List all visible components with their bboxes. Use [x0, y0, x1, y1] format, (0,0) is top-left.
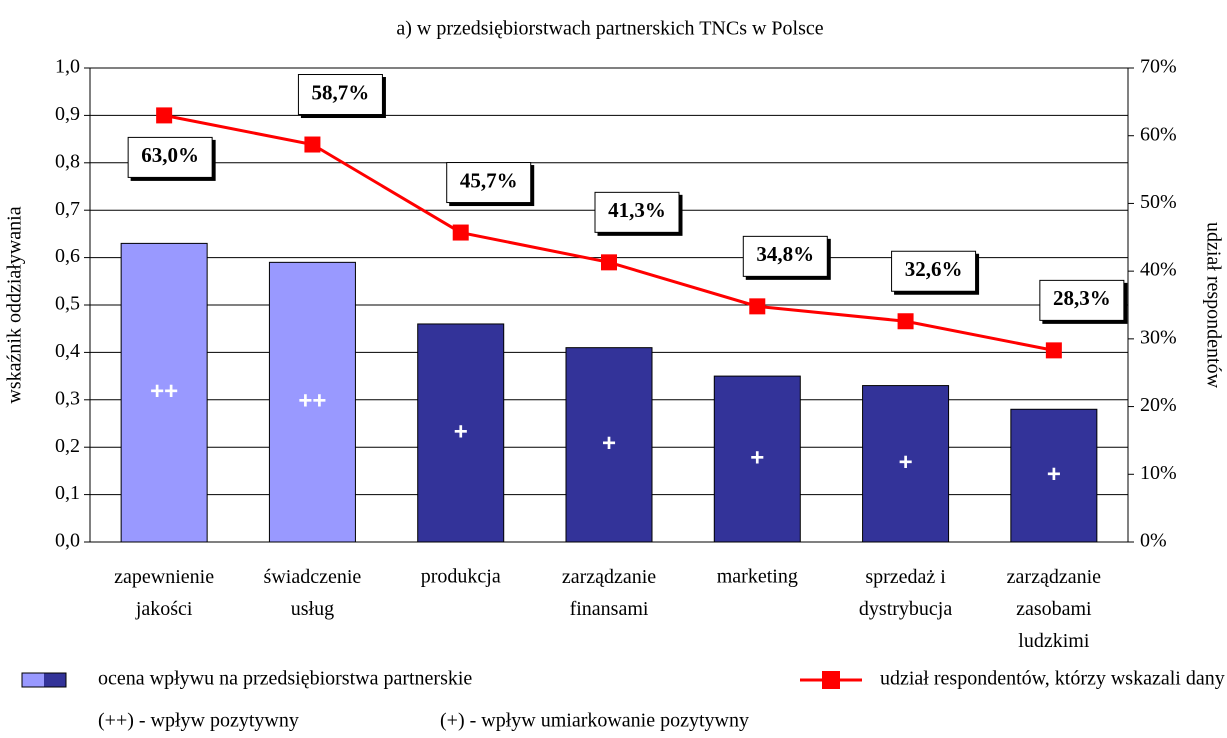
bar — [417, 323, 505, 543]
data-label: 45,7% — [460, 168, 518, 192]
data-label: 28,3% — [1053, 286, 1111, 310]
data-label-box — [127, 136, 213, 178]
y2-tick-label: 70% — [1140, 56, 1177, 78]
x-tick-label: sprzedaż i dystrybucja — [859, 566, 952, 620]
bar — [862, 385, 950, 543]
x-tick-label: marketing — [717, 566, 798, 588]
bar — [713, 375, 801, 543]
bar-label: + — [602, 430, 616, 457]
line-marker — [304, 136, 321, 153]
y2-tick-label: 30% — [1140, 326, 1177, 348]
y2-axis-label: udział respondentów — [1202, 222, 1224, 389]
line-marker — [1045, 342, 1062, 359]
legend-label: udział respondentów, którzy wskazali dan… — [880, 668, 1227, 690]
y2-tick-label: 20% — [1140, 394, 1177, 416]
bar-label: + — [1047, 461, 1061, 488]
y-tick-label: 0,5 — [55, 293, 80, 315]
x-tick-label: zarządzanie zasobami ludzkimi — [1007, 566, 1101, 652]
y-tick-label: 0,1 — [55, 482, 80, 504]
bar-label: + — [899, 449, 913, 476]
bar-label: ++ — [150, 378, 178, 405]
line-marker — [156, 107, 173, 124]
data-label: 63,0% — [141, 143, 199, 167]
bar-label: + — [750, 444, 764, 471]
bar — [565, 347, 653, 543]
data-label: 32,6% — [905, 257, 963, 281]
y-tick-label: 0,9 — [55, 103, 80, 125]
y2-tick-label: 60% — [1140, 123, 1177, 145]
data-label-box — [446, 162, 532, 204]
y-tick-label: 1,0 — [55, 56, 80, 78]
bar — [120, 242, 208, 543]
line-marker — [749, 298, 766, 315]
y2-tick-label: 40% — [1140, 259, 1177, 281]
bar — [1010, 408, 1098, 543]
y-tick-label: 0,4 — [55, 340, 80, 362]
line-marker — [897, 313, 914, 330]
bar-label: + — [454, 418, 468, 445]
data-label-box — [891, 250, 977, 292]
y-axis-label: wskaźnik oddziaływania — [4, 206, 26, 403]
legend-marker — [822, 671, 840, 689]
y2-tick-label: 0% — [1140, 530, 1167, 552]
x-tick-label: zapewnienie jakości — [114, 566, 214, 620]
y-tick-label: 0,8 — [55, 150, 80, 172]
x-tick-label: produkcja — [421, 566, 501, 588]
line-marker — [601, 254, 617, 271]
legend-swatch — [21, 672, 67, 688]
bar-label: ++ — [298, 388, 326, 415]
line-marker — [452, 224, 469, 241]
bar — [268, 261, 356, 543]
data-label: 58,7% — [312, 80, 370, 104]
data-label: 41,3% — [608, 198, 666, 222]
note: (+) - wpływ umiarkowanie pozytywny — [440, 710, 749, 732]
note: (++) - wpływ pozytywny — [98, 710, 299, 732]
data-label-box — [742, 235, 828, 277]
y-tick-label: 0,0 — [55, 530, 80, 552]
data-label-box — [1039, 279, 1125, 321]
x-tick-label: świadczenie usług — [264, 566, 362, 620]
y-tick-label: 0,3 — [55, 387, 80, 409]
legend-label: ocena wpływu na przedsiębiorstwa partner… — [98, 668, 472, 690]
y2-tick-label: 10% — [1140, 462, 1177, 484]
y-tick-label: 0,7 — [55, 198, 80, 220]
y-tick-label: 0,6 — [55, 245, 80, 267]
x-tick-label: zarządzanie finansami — [562, 566, 656, 620]
y2-tick-label: 50% — [1140, 191, 1177, 213]
data-label: 34,8% — [756, 242, 814, 266]
data-label-box — [594, 191, 680, 233]
y-tick-label: 0,2 — [55, 435, 80, 457]
chart-title: a) w przedsiębiorstwach partnerskich TNC… — [396, 18, 823, 40]
data-label-box — [297, 74, 383, 116]
